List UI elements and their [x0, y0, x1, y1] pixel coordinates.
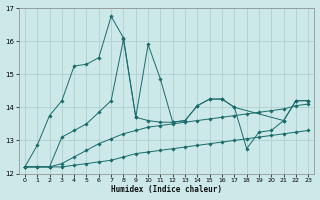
X-axis label: Humidex (Indice chaleur): Humidex (Indice chaleur): [111, 185, 222, 194]
